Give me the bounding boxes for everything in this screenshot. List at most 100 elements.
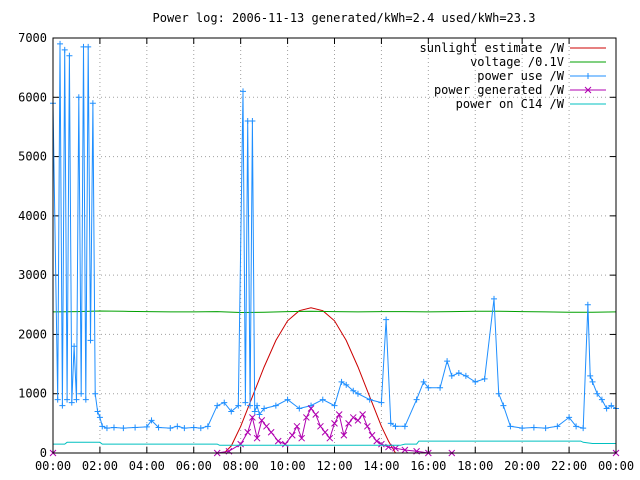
data-point [261, 405, 268, 412]
data-point [214, 402, 221, 409]
y-tick-label: 4000 [18, 209, 47, 223]
data-point [54, 396, 61, 403]
data-point [444, 358, 451, 365]
data-point [368, 431, 376, 439]
data-point [491, 295, 498, 302]
data-point [354, 390, 361, 397]
data-point [167, 425, 174, 432]
x-tick-label: 02:00 [82, 459, 118, 473]
x-tick-label: 06:00 [176, 459, 212, 473]
data-point [425, 384, 432, 391]
data-point [519, 425, 526, 432]
data-point [61, 46, 68, 53]
data-point [326, 434, 334, 442]
data-point [94, 408, 101, 415]
data-point [281, 440, 289, 448]
data-point [78, 390, 85, 397]
data-point [401, 423, 408, 430]
data-point [373, 437, 381, 445]
x-tick-label: 18:00 [457, 459, 493, 473]
data-point [57, 40, 64, 47]
data-point [481, 375, 488, 382]
data-point [308, 402, 315, 409]
data-point [256, 411, 263, 418]
data-point [345, 420, 352, 427]
series-line [53, 307, 616, 454]
data-point [392, 423, 399, 430]
data-point [354, 417, 362, 424]
data-point [235, 402, 242, 409]
x-tick-label: 22:00 [551, 459, 587, 473]
x-tick-label: 00:00 [35, 459, 71, 473]
y-tick-label: 3000 [18, 268, 47, 282]
data-point [437, 384, 444, 391]
data-point [92, 390, 99, 397]
data-point [296, 405, 303, 412]
data-point [73, 396, 80, 403]
legend-label: voltage /0.1V [470, 55, 564, 69]
legend-label: power generated /W [434, 83, 565, 97]
data-point [221, 399, 228, 406]
data-point [587, 372, 594, 379]
data-point [68, 399, 75, 406]
data-point [288, 431, 296, 439]
x-tick-label: 14:00 [363, 459, 399, 473]
data-point [254, 402, 261, 409]
data-point [340, 431, 348, 439]
data-point [75, 94, 82, 101]
data-point [204, 423, 211, 430]
data-point [267, 428, 275, 436]
data-point [240, 88, 247, 95]
data-point [59, 402, 66, 409]
data-point [350, 387, 357, 394]
series-line [52, 43, 617, 429]
data-point [190, 424, 197, 431]
y-tick-label: 2000 [18, 327, 47, 341]
data-point [331, 402, 338, 409]
data-point [284, 396, 291, 403]
data-point [554, 423, 561, 430]
data-point [89, 100, 96, 107]
data-point [392, 444, 399, 452]
data-point [584, 301, 591, 308]
y-tick-label: 1000 [18, 387, 47, 401]
data-point [132, 424, 139, 431]
data-point [253, 434, 261, 442]
data-point [87, 337, 94, 344]
data-point [495, 390, 502, 397]
y-tick-label: 6000 [18, 90, 47, 104]
x-tick-label: 16:00 [410, 459, 446, 473]
data-point [298, 434, 306, 442]
data-point [249, 118, 256, 124]
data-point [181, 425, 188, 432]
data-point [319, 396, 326, 403]
series-line [52, 310, 617, 314]
axis-ticks: 00:00 02:00 04:00 06:00 08:00 10:00 12:00 14:00… [18, 31, 634, 473]
data-point [598, 396, 605, 403]
data-point [197, 425, 204, 432]
data-point [66, 52, 73, 59]
data-point [71, 343, 78, 350]
data-point [242, 399, 249, 406]
chart-title: Power log: 2006-11-13 generated/kWh=2.4 … [153, 11, 536, 25]
data-point [155, 424, 162, 431]
legend-label: power on C14 /W [456, 97, 565, 111]
data-point [174, 423, 181, 430]
data-point [96, 414, 103, 421]
data-point [263, 422, 270, 430]
data-point [307, 405, 315, 412]
data-point [85, 43, 92, 50]
data-point [338, 378, 345, 385]
y-tick-label: 7000 [18, 31, 47, 45]
data-point [148, 417, 155, 424]
data-point [462, 372, 469, 379]
legend-label: sunlight estimate /W [420, 41, 565, 55]
data-point [472, 378, 479, 385]
data-point [237, 440, 245, 448]
y-tick-label: 5000 [18, 150, 47, 164]
data-point [608, 402, 615, 409]
data-point [420, 378, 427, 385]
x-tick-label: 08:00 [223, 459, 259, 473]
